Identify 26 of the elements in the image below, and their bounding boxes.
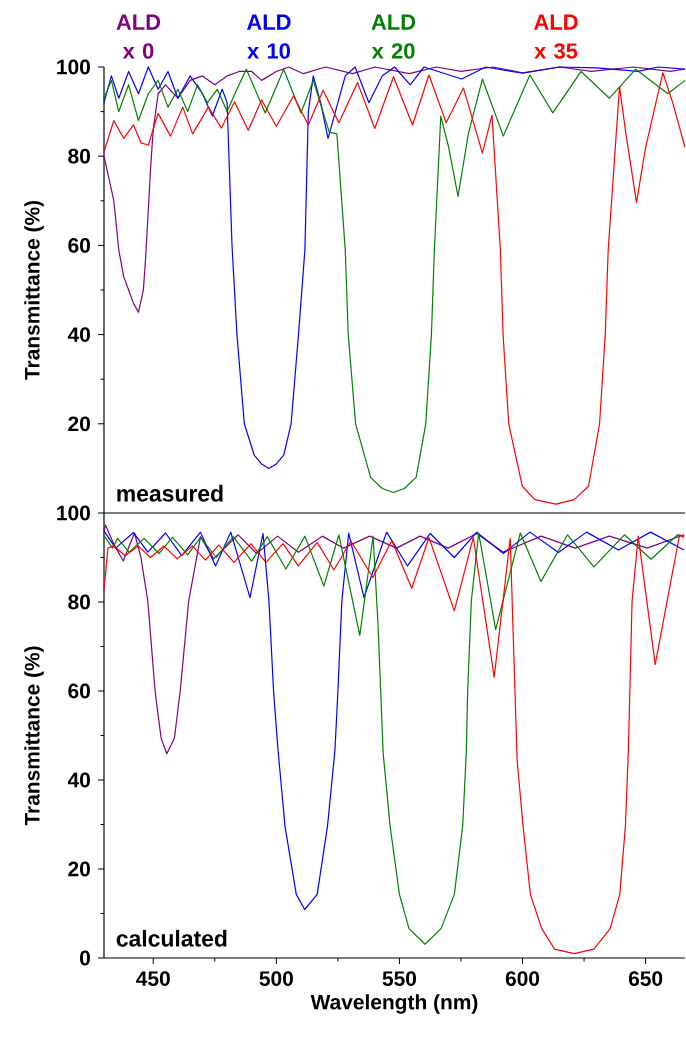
y-axis-title: Transmittance (%) bbox=[24, 200, 44, 380]
y-tick-label: 0 bbox=[80, 950, 90, 966]
x-tick-label: 450 bbox=[136, 971, 170, 986]
y-tick-label: 80 bbox=[68, 594, 90, 610]
y-tick-label: 60 bbox=[68, 237, 90, 253]
y-tick-label: 40 bbox=[67, 327, 90, 342]
y-tick-label: 20 bbox=[68, 416, 90, 432]
x-tick-label: 650 bbox=[628, 971, 663, 986]
annotation: measured bbox=[117, 484, 223, 502]
x-tick-label: 500 bbox=[259, 971, 293, 986]
y-tick-label: 60 bbox=[68, 683, 90, 699]
y-axis-title: Transmittance (%) bbox=[24, 646, 44, 826]
y-tick-label: 100 bbox=[57, 59, 90, 75]
series-label: ALD x 10 bbox=[246, 14, 291, 59]
annotation: calculated bbox=[116, 929, 227, 947]
y-tick-label: 100 bbox=[57, 505, 90, 521]
text: ALD x 20 bbox=[371, 14, 416, 59]
x-axis-title: Wavelength (nm) bbox=[310, 994, 478, 1014]
x-tick-label: 550 bbox=[382, 971, 417, 986]
line-series bbox=[103, 524, 685, 755]
series-label: ALD x 0 bbox=[116, 14, 161, 59]
y-tick-label: 80 bbox=[68, 148, 90, 164]
x-tick-label: 600 bbox=[505, 971, 540, 986]
y-tick-label: 40 bbox=[67, 772, 90, 788]
text: ALD x 35 bbox=[534, 14, 578, 59]
y-tick-label: 20 bbox=[68, 861, 90, 877]
